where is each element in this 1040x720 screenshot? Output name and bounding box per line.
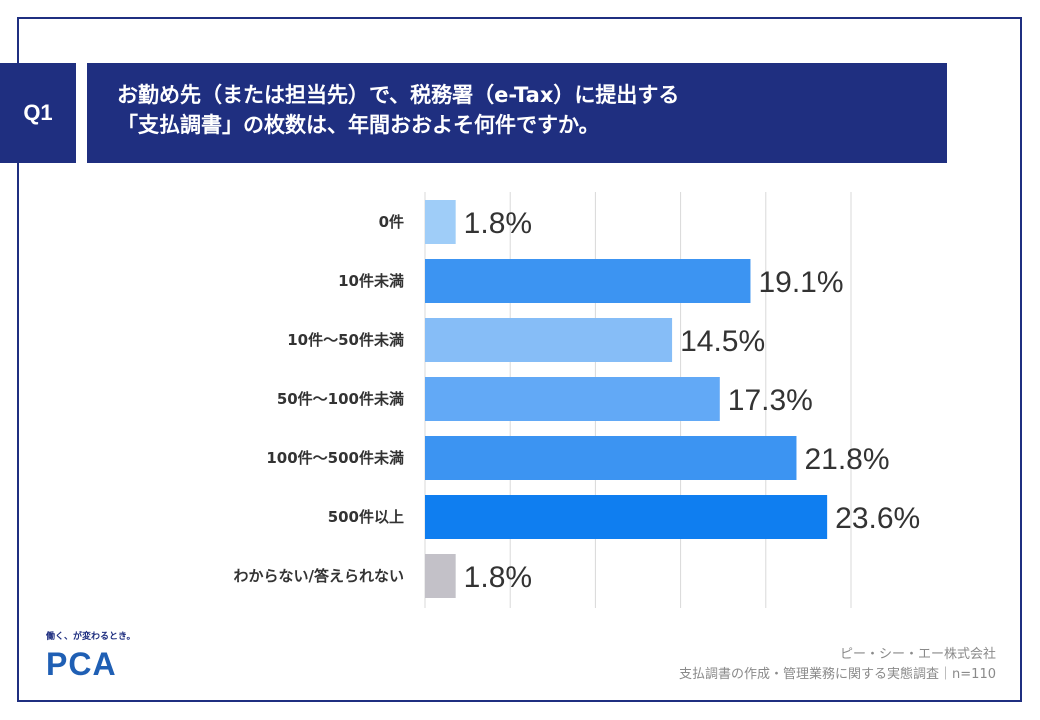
bar	[425, 554, 456, 598]
chart-frame	[17, 17, 1022, 702]
survey-name: 支払調書の作成・管理業務に関する実態調査｜n=110	[679, 667, 996, 682]
category-label: わからない/答えられない	[234, 567, 404, 585]
data-label: 21.8%	[804, 443, 889, 476]
question-text-line-1: お勤め先（または担当先）で、税務署（e-Tax）に提出する	[117, 83, 680, 107]
category-label: 50件～100件未満	[277, 390, 404, 408]
question-number: Q1	[23, 100, 53, 125]
category-label: 500件以上	[328, 508, 404, 526]
pca-logo-text: PCA	[46, 646, 117, 679]
source-footer: ピー・シー・エー株式会社 支払調書の作成・管理業務に関する実態調査｜n=110	[679, 645, 996, 685]
category-label: 0件	[379, 213, 404, 231]
bar	[425, 495, 828, 539]
bar	[425, 318, 673, 362]
category-label: 10件～50件未満	[287, 331, 404, 349]
data-label: 23.6%	[835, 502, 920, 535]
company-name: ピー・シー・エー株式会社	[839, 647, 996, 662]
data-label: 19.1%	[758, 266, 843, 299]
question-badge: Q1	[0, 63, 76, 163]
question-text-line-2: 「支払調書」の枚数は、年間おおよそ何件ですか。	[117, 113, 600, 137]
bar	[425, 436, 797, 480]
category-label: 10件未満	[338, 272, 404, 290]
data-label: 1.8%	[464, 561, 532, 594]
bar	[425, 200, 456, 244]
data-label: 1.8%	[464, 207, 532, 240]
bar	[425, 259, 751, 303]
brand-tagline: 働く、が変わるとき。	[46, 632, 136, 642]
category-label: 100件～500件未満	[266, 449, 404, 467]
question-banner: お勤め先（または担当先）で、税務署（e-Tax）に提出する 「支払調書」の枚数は…	[87, 63, 947, 163]
data-label: 17.3%	[728, 384, 813, 417]
pca-logo: PCA	[46, 646, 117, 679]
data-label: 14.5%	[680, 325, 765, 358]
bar	[425, 377, 720, 421]
